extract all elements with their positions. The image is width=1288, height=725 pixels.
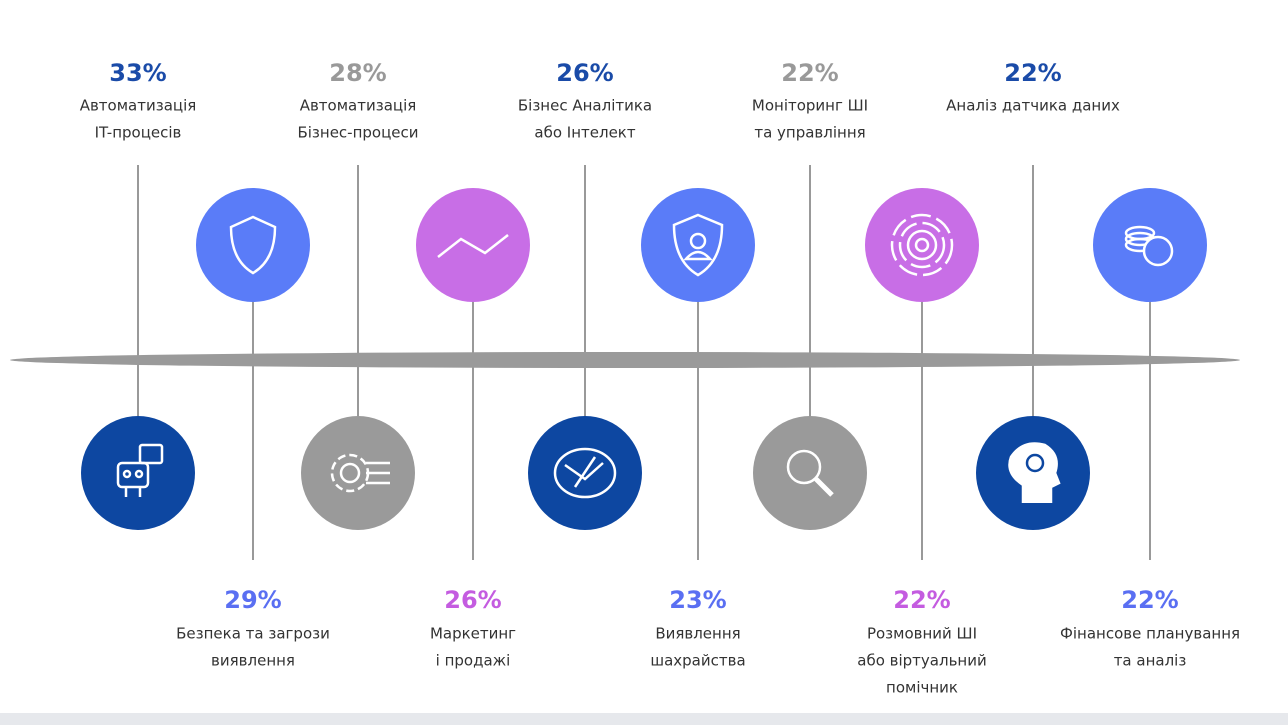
icon-circle [865,188,979,302]
circle [196,188,310,302]
icon-part [814,477,834,497]
percent: 22% [781,59,838,87]
icon-part [890,213,954,277]
icon-circle [641,188,755,302]
label: та управління [754,124,865,142]
icon-part [138,443,164,465]
label: та аналіз [1114,652,1187,670]
icon-part [914,237,930,253]
label: Бізнес Аналітика [518,97,652,115]
icon-part [553,447,617,499]
timeline-bar [10,352,1240,368]
icon-part [1008,442,1061,503]
percent: 28% [329,59,386,87]
icon-circle [976,416,1090,530]
label: IT-процесів [95,124,182,142]
icon-part [229,215,277,275]
label: Виявлення [655,625,740,643]
icon-circle [196,188,310,302]
icon-part [134,469,144,479]
circle [641,188,755,302]
label: Маркетинг [430,625,516,643]
label: Автоматизація [300,97,417,115]
icon-part [672,213,724,277]
percent: 22% [1004,59,1061,87]
icon-part [906,229,938,261]
circle [81,416,195,530]
icon-part [116,461,150,489]
icon-part [898,221,946,269]
label: Аналіз датчика даних [946,97,1120,115]
icon-part [122,469,132,479]
percent: 33% [109,59,166,87]
icon-circle [301,416,415,530]
circle [865,188,979,302]
icon-circle [1093,188,1207,302]
icon-part [1142,235,1174,267]
icon-circle [81,416,195,530]
percent: 29% [224,586,281,614]
label: Автоматизація [80,97,197,115]
icon-circle [416,188,530,302]
icon-circle [528,416,642,530]
icon-part [689,232,707,250]
label: Моніторинг ШІ [752,97,868,115]
label: шахрайства [650,652,745,670]
label: або Інтелект [534,124,635,142]
bottom-strip [0,713,1288,725]
label: або віртуальний [857,652,986,670]
label: Безпека та загрози [176,625,330,643]
icon-part [564,456,604,488]
icon-part [786,449,822,485]
percent: 22% [1121,586,1178,614]
icon-part [1025,453,1045,473]
label: Розмовний ШІ [867,625,977,643]
label: помічник [886,679,958,697]
circle [753,416,867,530]
label: Фінансове планування [1060,625,1240,643]
percent: 26% [556,59,613,87]
percent: 22% [893,586,950,614]
icon-part [339,462,361,484]
label: виявлення [211,652,295,670]
label: і продажі [436,652,511,670]
percent: 23% [669,586,726,614]
icon-part [683,250,713,261]
label: Бізнес-процеси [297,124,418,142]
icon-circle [753,416,867,530]
icon-part [437,234,509,258]
percent: 26% [444,586,501,614]
